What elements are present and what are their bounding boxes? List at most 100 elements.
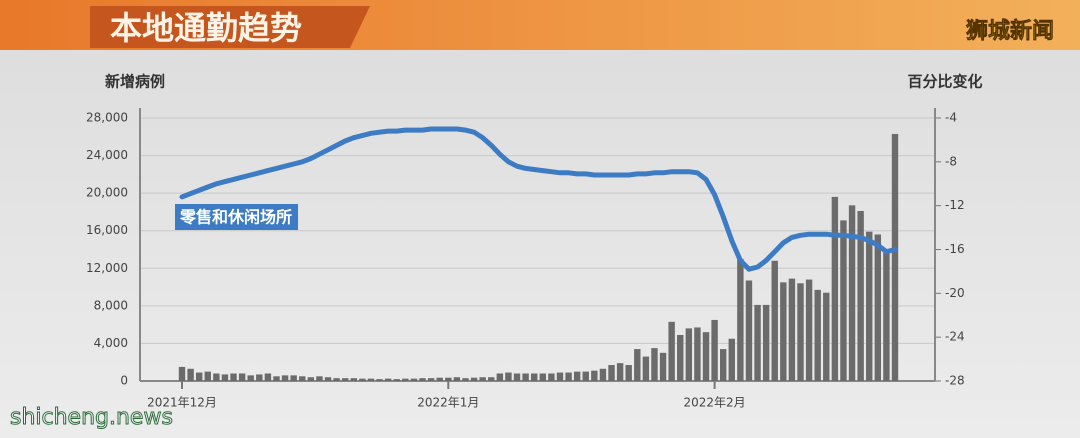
bar (324, 377, 332, 381)
bar (290, 375, 297, 381)
bar (823, 292, 830, 381)
bar (213, 373, 220, 381)
bar (281, 375, 289, 381)
watermark: 狮城新闻 (966, 18, 1054, 44)
bar (874, 234, 882, 381)
bar (642, 356, 650, 381)
y-tick-label: 28,000 (86, 111, 128, 125)
bar (814, 289, 821, 381)
bar (891, 133, 899, 381)
bar (419, 378, 426, 381)
bar (565, 372, 572, 381)
bar (264, 373, 272, 381)
bar (754, 304, 761, 381)
bar (359, 378, 366, 381)
bar (591, 370, 598, 381)
bar (273, 376, 280, 381)
bar (496, 373, 504, 381)
bar (307, 377, 315, 381)
bar (488, 377, 495, 381)
x-tick-label: 2022年1月 (417, 396, 479, 410)
series-label: 零售和休闲场所 (179, 208, 292, 227)
bar (316, 376, 323, 381)
bar (470, 377, 478, 381)
bar (384, 378, 392, 381)
x-tick-label: 2021年12月 (147, 396, 217, 410)
bar (548, 373, 555, 381)
bar (694, 327, 701, 381)
bar (857, 210, 864, 381)
bar (427, 378, 435, 381)
bar (780, 282, 787, 381)
y2-tick-label: -24 (945, 330, 965, 344)
bar (539, 373, 546, 381)
bar (848, 205, 856, 381)
bar (677, 334, 684, 381)
y2-axis-title: 百分比变化 (907, 73, 982, 91)
bar (333, 378, 340, 381)
title-box (90, 6, 370, 48)
bar (445, 377, 452, 381)
y2-tick-label: -20 (945, 286, 965, 300)
y-tick-label: 16,000 (86, 223, 128, 237)
chart-title: 本地通勤趋势 (110, 9, 302, 47)
bar (788, 278, 796, 381)
bar (453, 377, 461, 381)
bar (711, 319, 718, 381)
bar (840, 220, 847, 381)
bar (350, 378, 358, 381)
y-tick-label: 24,000 (86, 148, 128, 162)
bar (883, 249, 890, 381)
bar (230, 373, 237, 381)
bar (299, 376, 306, 381)
bar (599, 368, 607, 381)
bar (797, 283, 804, 381)
y-tick-label: 0 (120, 374, 128, 388)
series-label-box (175, 204, 299, 230)
bar (702, 332, 710, 381)
bar (376, 379, 383, 381)
bar (685, 328, 693, 381)
y2-tick-label: -4 (945, 111, 957, 125)
y-tick-label: 20,000 (86, 186, 128, 200)
bar (342, 378, 349, 381)
y2-tick-label: -12 (945, 198, 965, 212)
bar (531, 373, 538, 381)
bar (393, 379, 400, 381)
y2-tick-label: -28 (945, 374, 965, 388)
bar (436, 377, 443, 381)
y-tick-label: 12,000 (86, 261, 128, 275)
bar (668, 321, 675, 381)
site-watermark: shicheng.news (10, 405, 173, 430)
bar (402, 378, 409, 381)
bar (462, 378, 469, 381)
bar (745, 280, 753, 381)
bar (651, 348, 658, 381)
bar (616, 363, 624, 381)
y-tick-label: 4,000 (94, 336, 128, 350)
bar (247, 375, 254, 381)
y-tick-label: 8,000 (94, 298, 128, 312)
bar (410, 378, 418, 381)
bar (805, 279, 813, 381)
bar (582, 371, 589, 381)
bar (367, 378, 375, 381)
bar (762, 304, 770, 381)
bar (178, 366, 186, 381)
bar (187, 368, 194, 381)
bar (634, 349, 641, 381)
bar (608, 365, 615, 381)
bar (831, 196, 839, 381)
bar (195, 372, 203, 381)
bar (221, 374, 229, 381)
bar (659, 352, 667, 381)
bar (256, 374, 263, 381)
bar (479, 377, 486, 381)
bar (771, 260, 778, 381)
y2-tick-label: -8 (945, 154, 957, 168)
bar (204, 371, 211, 381)
line (179, 126, 898, 272)
bar (556, 372, 564, 381)
